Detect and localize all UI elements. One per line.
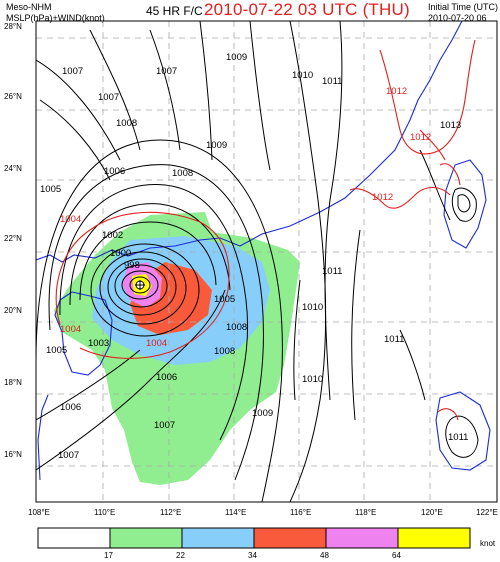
model-label: Meso-NHM MSLP(hPa)+WIND(knot)	[6, 2, 105, 24]
colorbar-bin	[325, 527, 399, 549]
isobar-labels-black: 1007 1007 1008 1006 1005 1002 1000 998 1…	[40, 52, 468, 461]
isobar-labels-red: 1004 1004 1004 1012 1012 1012	[60, 86, 431, 349]
isobar-label: 1009	[226, 52, 247, 63]
isobar-label: 1005	[214, 294, 235, 305]
isobar-label: 1011	[448, 432, 468, 443]
lon-label: 122°E	[476, 508, 498, 517]
lat-label: 18°N	[4, 378, 22, 387]
isobar-label: 1009	[252, 408, 273, 419]
plot-frame	[35, 20, 498, 503]
isobar-label: 1004	[60, 324, 81, 335]
lat-label: 24°N	[4, 164, 22, 173]
lon-label: 118°E	[355, 508, 377, 517]
isobar-label: 1004	[146, 338, 167, 349]
colorbar-bin	[253, 527, 327, 549]
lon-label: 110°E	[94, 508, 116, 517]
lat-label: 26°N	[4, 92, 22, 101]
isobar-label: 1005	[46, 345, 67, 356]
isobar-label: 1007	[62, 66, 83, 77]
isobar-label: 1011	[322, 76, 342, 87]
isobar-label: 1007	[156, 66, 177, 77]
colorbar-tick: 22	[176, 551, 185, 560]
colorbar-unit: knot	[480, 539, 496, 548]
isobar-label: 1002	[102, 230, 123, 241]
lon-label: 108°E	[28, 508, 50, 517]
isobar-label: 1012	[386, 86, 407, 97]
isobar-label: 1007	[98, 92, 119, 103]
isobar-label: 1011	[322, 266, 342, 277]
isobar-label: 1006	[60, 402, 81, 413]
initial-time-value: 2010-07-20 06	[428, 13, 487, 23]
isobar-label: 1011	[384, 334, 404, 345]
isobar-label: 1006	[104, 166, 125, 177]
gridlines	[36, 21, 497, 502]
isobar-label: 1012	[410, 132, 431, 143]
isobar-label: 1003	[88, 338, 109, 349]
isobar-label: 1010	[302, 374, 323, 385]
isobar-label: 1004	[60, 214, 81, 225]
lat-label: 20°N	[4, 306, 22, 315]
colorbar-bin	[109, 527, 183, 549]
lon-label: 112°E	[160, 508, 182, 517]
isobars-black	[36, 21, 479, 502]
isobar-label: 1010	[302, 302, 323, 313]
colorbar	[37, 527, 471, 549]
valid-time: 2010-07-22 03 UTC (THU)	[204, 0, 410, 19]
isobar-label: 1010	[292, 70, 313, 81]
lat-label: 28°N	[4, 22, 22, 31]
isobar-label: 1009	[206, 140, 227, 151]
isobar-label: 1008	[214, 346, 235, 357]
isobar-label: 1000	[110, 248, 131, 259]
isobar-label: 1008	[172, 168, 193, 179]
map-layers	[36, 21, 497, 502]
isobar-label: 1007	[58, 450, 79, 461]
initial-time-label: Initial Time (UTC)	[428, 2, 499, 12]
lon-label: 120°E	[421, 508, 443, 517]
typhoon-center-marker	[135, 280, 145, 290]
colorbar-tick: 17	[104, 551, 113, 560]
colorbar-bin	[397, 527, 471, 549]
model-name: Meso-NHM	[6, 2, 52, 12]
isobars-red	[55, 39, 476, 421]
forecast-hour: 45 HR F/C	[146, 4, 203, 18]
colorbar-tick: 34	[248, 551, 257, 560]
colorbar-tick: 64	[392, 551, 401, 560]
colorbar-tick: 48	[320, 551, 329, 560]
isobar-label: 1008	[226, 322, 247, 333]
colorbar-bin	[37, 527, 111, 549]
isobar-label: 1007	[154, 420, 175, 431]
lon-label: 114°E	[225, 508, 247, 517]
isobar-label: 1013	[440, 120, 461, 131]
isobar-label: 1008	[116, 118, 137, 129]
initial-time-block: Initial Time (UTC) 2010-07-20 06	[428, 2, 498, 24]
lat-label: 16°N	[4, 450, 22, 459]
isobar-label: 1012	[372, 192, 393, 203]
lon-label: 116°E	[290, 508, 312, 517]
isobar-label: 1005	[40, 184, 61, 195]
isobar-label: 1006	[156, 372, 177, 383]
fields-name: MSLP(hPa)+WIND(knot)	[6, 13, 105, 23]
colorbar-bin	[181, 527, 255, 549]
isobar-label: 998	[124, 260, 140, 271]
lat-label: 22°N	[4, 234, 22, 243]
